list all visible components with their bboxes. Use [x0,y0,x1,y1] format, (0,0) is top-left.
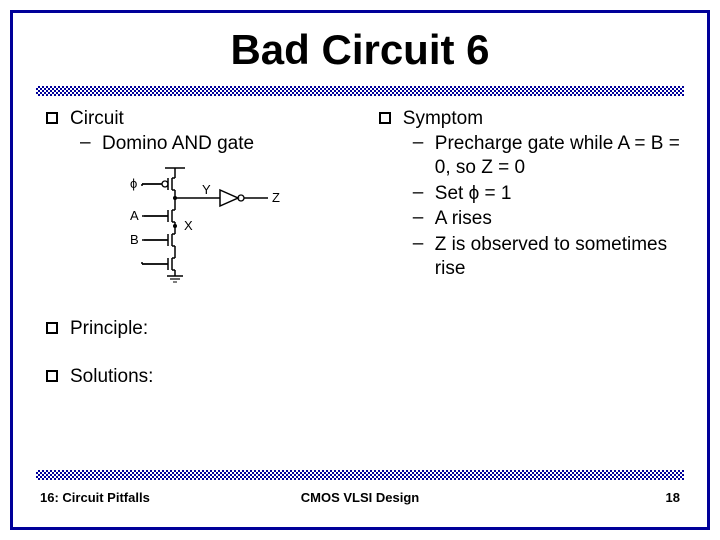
symptom-text: Precharge gate while A = B = 0, so Z = 0 [435,132,680,180]
divider-bottom [36,470,684,480]
solutions-label: Solutions: [70,366,373,388]
dash-icon: – [80,132,92,156]
dash-icon: – [413,233,425,281]
bullet-principle: Principle: [40,318,373,340]
bullet-square-icon [46,322,58,334]
footer-center: CMOS VLSI Design [40,490,680,505]
symptom-text: Set ϕ = 1 [435,182,680,206]
symptom-text: Z is observed to sometimes rise [435,233,680,281]
content-area: Circuit – Domino AND gate [40,104,680,390]
columns: Circuit – Domino AND gate [40,104,680,390]
symptom-item-1: – Set ϕ = 1 [409,182,680,206]
circuit-sub: Domino AND gate [102,132,373,156]
symptom-item-2: – A rises [409,207,680,231]
bullet-square-icon [46,370,58,382]
divider-top [36,86,684,96]
symptom-item-0: – Precharge gate while A = B = 0, so Z =… [409,132,680,180]
circuit-label: Circuit [70,108,373,130]
dash-icon: – [413,207,425,231]
bullet-symptom: Symptom [373,108,680,130]
label-A: A [130,208,139,223]
bullet-solutions: Solutions: [40,366,373,388]
bullet-square-icon [46,112,58,124]
symptom-label: Symptom [403,108,680,130]
right-column: Symptom – Precharge gate while A = B = 0… [373,104,680,390]
circuit-diagram: ϕ Y Z [110,164,373,290]
label-Z: Z [272,190,280,205]
symptom-text: A rises [435,207,680,231]
bullet-square-icon [379,112,391,124]
slide: Bad Circuit 6 Circuit – Domino AND gate [0,0,720,540]
label-X: X [184,218,193,233]
symptom-item-3: – Z is observed to sometimes rise [409,233,680,281]
label-Y: Y [202,182,211,197]
bullet-circuit: Circuit [40,108,373,130]
dash-icon: – [413,132,425,180]
subbullet-domino: – Domino AND gate [76,132,373,156]
dash-icon: – [413,182,425,206]
slide-title: Bad Circuit 6 [0,26,720,74]
principle-label: Principle: [70,318,373,340]
left-column: Circuit – Domino AND gate [40,104,373,390]
footer: 16: Circuit Pitfalls CMOS VLSI Design 18 [40,490,680,505]
label-phi: ϕ [130,176,137,191]
label-B: B [130,232,139,247]
